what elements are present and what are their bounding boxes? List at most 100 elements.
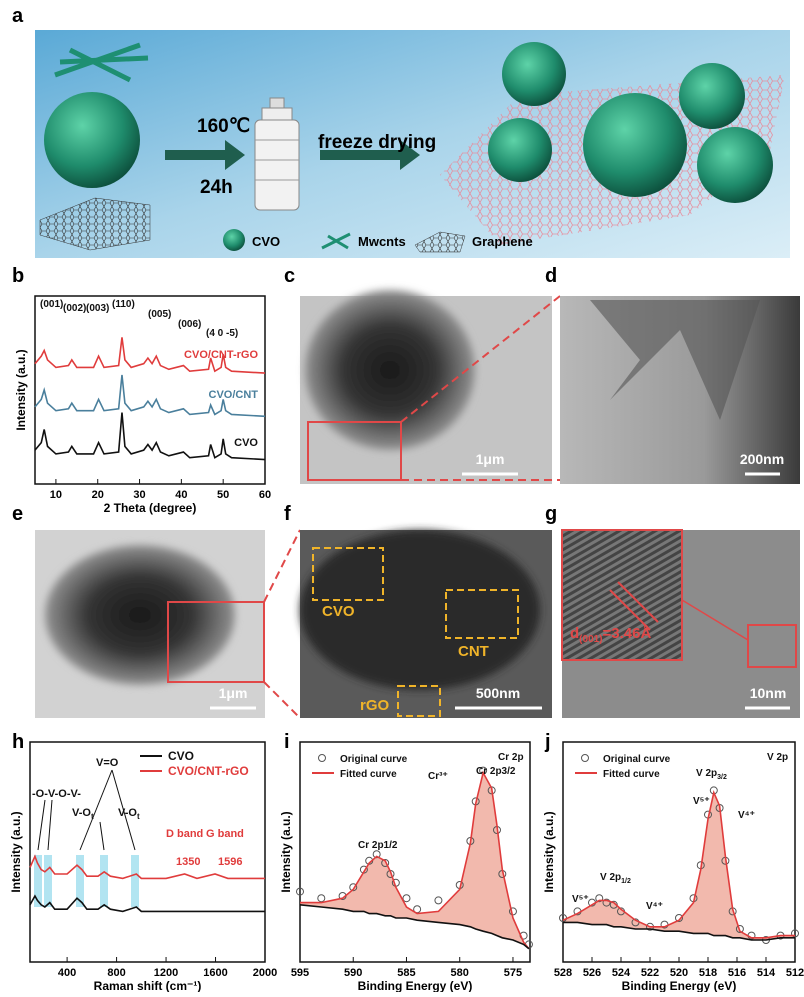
annotation: V-Ot: [72, 807, 94, 821]
data-point: [349, 883, 358, 892]
micrograph: [35, 290, 800, 719]
x-tick-label: 526: [583, 967, 601, 979]
annotation-part: G band: [206, 828, 244, 840]
annotation-part: V⁴⁺: [646, 901, 663, 912]
data-line: [299, 904, 530, 950]
data-point: [372, 850, 381, 859]
x-tick-label: 1200: [154, 967, 178, 979]
x-tick-label: 20: [92, 489, 104, 501]
panel-label: d: [545, 265, 557, 287]
annotation-part: V 2p: [767, 752, 788, 763]
y-axis-label: Intensity (a.u.): [14, 349, 28, 430]
annotation-part: D band: [166, 828, 203, 840]
panel-label: a: [12, 5, 24, 27]
d-spacing-part: (001): [579, 634, 602, 645]
series-label: CVO/CNT-rGO: [184, 349, 258, 361]
annotation: Cr 2p3/2: [476, 766, 516, 777]
legend-marker: [318, 754, 326, 762]
panel-label: j: [544, 731, 551, 753]
panel-label: h: [12, 731, 24, 753]
annotation-part: -O-V-O-V-: [32, 788, 81, 800]
d-spacing: d(001)=3.46Å: [570, 625, 651, 645]
scheme-art: [39, 42, 785, 253]
legend-label: Original curve: [340, 754, 408, 765]
annotation: (006): [178, 319, 201, 330]
data-line: [563, 921, 795, 941]
x-tick-label: 400: [58, 967, 76, 979]
legend-marker: [581, 754, 589, 762]
annotation-part: (002): [63, 303, 86, 314]
data-point: [791, 929, 799, 938]
scale-bar-label: 10nm: [750, 685, 787, 701]
annotation-part: Cr³⁺: [428, 771, 448, 782]
annotation: Cr 2p: [498, 752, 524, 763]
annotation: (001): [40, 299, 63, 310]
data-line: [562, 790, 795, 939]
x-tick-label: 518: [699, 967, 717, 979]
data-point: [602, 898, 611, 907]
peak-area: [300, 772, 529, 949]
data-line: [29, 894, 265, 913]
scheme-legend: Graphene: [472, 234, 533, 249]
x-tick-label: 800: [107, 967, 125, 979]
data-point: [402, 894, 411, 903]
annotation: (4 0 -5): [206, 328, 238, 339]
x-tick-label: 512: [786, 967, 804, 979]
annotation: 1596: [218, 856, 242, 868]
x-tick-label: 595: [291, 967, 309, 979]
x-tick-label: 522: [641, 967, 659, 979]
annotation-part: V=O: [96, 757, 119, 769]
annotation-arrow: [37, 769, 136, 851]
legend-label: CVO: [168, 749, 194, 763]
annotation-part: (005): [148, 309, 171, 320]
scheme-legend: CVO: [252, 234, 280, 249]
annotation: V⁵⁺: [693, 796, 710, 807]
annotation-part: (110): [112, 299, 135, 310]
data-line: [34, 374, 266, 418]
plot-frame: [299, 741, 531, 963]
data-point: [434, 896, 443, 905]
legend-label: Original curve: [603, 754, 671, 765]
scale-bar-label: 1μm: [476, 451, 505, 467]
annotation-part: V⁴⁺: [738, 810, 755, 821]
x-tick-label: 580: [451, 967, 469, 979]
y-axis-label: Intensity (a.u.): [542, 811, 556, 892]
region-label: CNT: [458, 643, 489, 660]
scale-bar-label: 200nm: [740, 451, 784, 467]
scale-bar-label: 500nm: [476, 685, 520, 701]
annotation-part: V-O: [118, 807, 137, 819]
scheme-text: freeze drying: [318, 132, 436, 153]
annotation-part: Cr 2p3/2: [476, 766, 516, 777]
data-point: [675, 914, 683, 922]
scheme-text: 160℃: [197, 116, 250, 137]
panel-label: c: [284, 265, 295, 287]
data-point: [381, 859, 390, 867]
annotation: V-Ot: [118, 807, 140, 821]
series-label: CVO/CNT: [209, 389, 259, 401]
x-axis-label: Binding Energy (eV): [358, 979, 473, 992]
annotation-part: V 2p: [696, 768, 717, 779]
data-line: [34, 412, 266, 461]
annotation: -O-V-O-V-: [32, 788, 81, 800]
x-axis-label: Binding Energy (eV): [622, 979, 737, 992]
x-axis-label: Raman shift (cm⁻¹): [94, 979, 202, 992]
data-line: [300, 770, 530, 950]
x-tick-label: 40: [175, 489, 187, 501]
d-spacing-part: d: [570, 625, 579, 642]
legend-label: Fitted curve: [603, 769, 660, 780]
x-tick-label: 50: [217, 489, 229, 501]
x-tick-label: 528: [554, 967, 572, 979]
region-label: CVO: [322, 603, 355, 620]
y-axis-label: Intensity (a.u.): [9, 811, 23, 892]
annotation: Cr 2p1/2: [358, 840, 398, 851]
x-tick-label: 575: [504, 967, 522, 979]
annotation-part: 1596: [218, 856, 242, 868]
annotation: V 2p3/2: [696, 768, 727, 781]
annotation-part: V⁵⁺: [572, 894, 589, 905]
annotation-part: V-O: [72, 807, 91, 819]
data-point: [595, 894, 604, 903]
annotation-part: t: [137, 812, 140, 821]
panel-label: i: [284, 731, 290, 753]
